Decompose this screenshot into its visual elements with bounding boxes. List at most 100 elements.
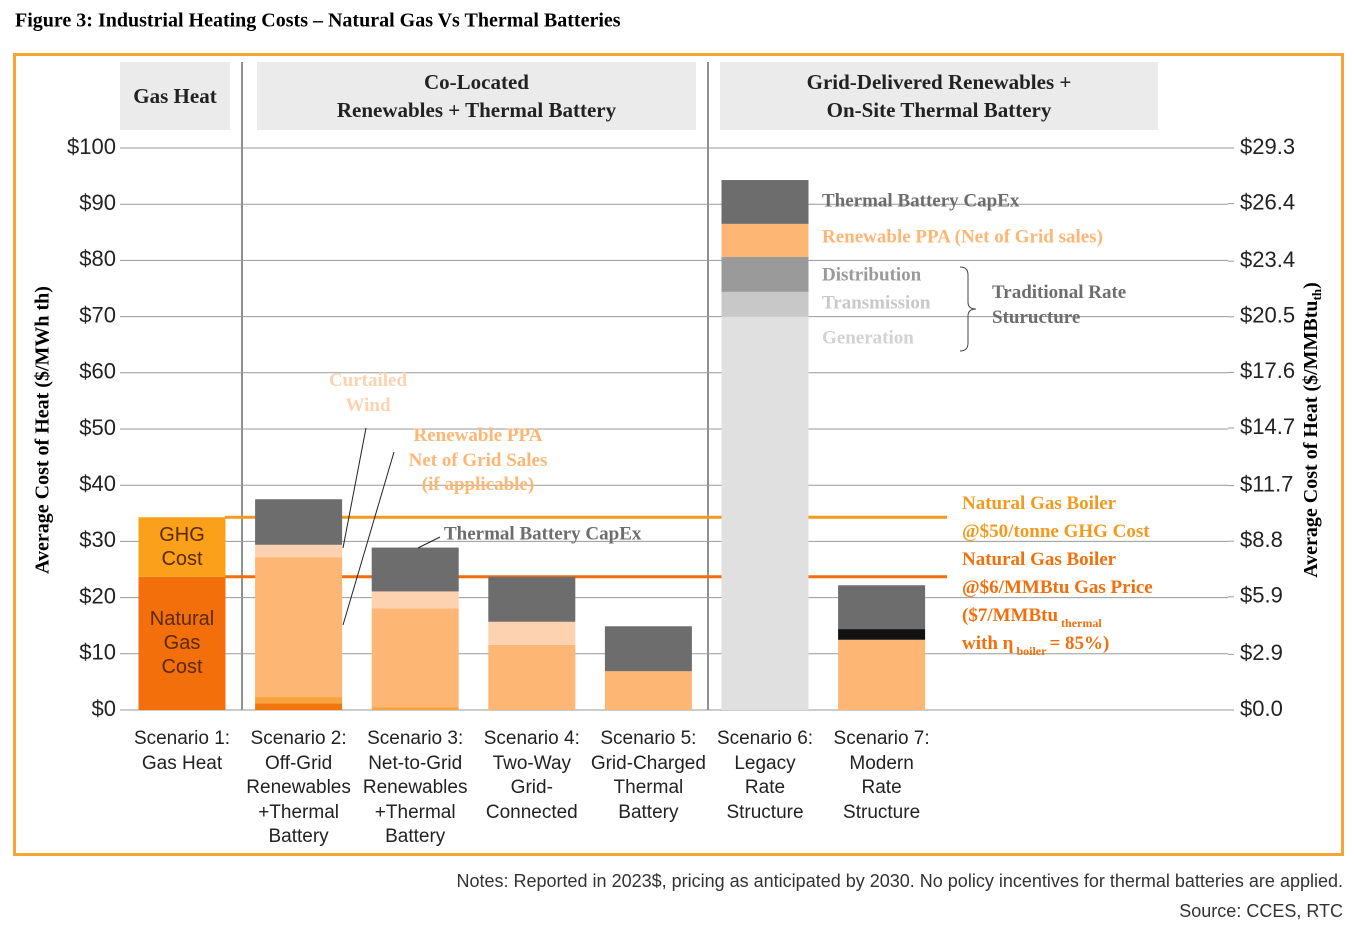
y-tick-label: $80 [79,246,116,271]
legend-label: Transmission [822,292,931,313]
reference-label-sub: boiler [1016,644,1047,658]
y2-tick-label: $23.4 [1240,247,1295,272]
figure-title: Figure 3: Industrial Heating Costs – Nat… [15,10,621,32]
bar-segment [838,629,926,640]
reference-label: ($7/MMBtu thermal [962,605,1102,629]
bar-segment [721,180,809,224]
reference-label-part: = 85%) [1049,633,1109,654]
brace [959,266,977,352]
section-header: Co-Located Renewables + Thermal Battery [336,70,617,122]
bar-segment [255,557,343,698]
reference-label-part: with η [962,633,1013,654]
y2-tick-label: $0.0 [1240,696,1283,721]
y2-tick-label: $2.9 [1240,640,1283,665]
bar-segment [371,591,459,609]
leader-line [342,451,395,626]
x-tick-label: Scenario 5: Grid-Charged Thermal Battery [590,728,706,823]
y-tick-label: $90 [79,190,116,215]
y-tick-label: $0 [92,696,116,721]
bar-segment [255,499,343,545]
leader-line [417,536,441,549]
reference-label: with η boiler = 85%) [962,633,1109,657]
reference-label-sub: thermal [1061,616,1102,630]
bar-segment [371,608,459,708]
reference-label: Natural Gas Boiler [962,493,1117,514]
y-tick-label: $50 [79,415,116,440]
y2-tick-label: $20.5 [1240,303,1295,328]
bar-segment [604,671,692,710]
x-tick-label: Scenario 1: Gas Heat [133,728,231,774]
y2-axis-title: Average Cost of Heat ($/MMBtuth) [1300,282,1324,578]
annotation: Traditional Rate Sturucture [992,282,1127,328]
y2-tick-label: $17.6 [1240,358,1295,383]
bar-segment [838,585,926,630]
x-tick-label: Scenario 3: Net-to-Grid Renewables +Ther… [362,728,468,847]
reference-label: Natural Gas Boiler [962,549,1117,570]
x-tick-label: Scenario 2: Off-Grid Renewables +Thermal… [246,728,351,847]
bar-segment [138,576,226,710]
y2-tick-label: $8.8 [1240,527,1283,552]
segment-label: GHG Cost [159,524,205,571]
legend-label: Thermal Battery CapEx [444,523,642,544]
legend-label: Curtailed Wind [328,370,408,416]
reference-label-part: @$50/tonne GHG Cost [962,521,1150,542]
legend-label: Thermal Battery CapEx [822,190,1020,211]
leader-line [342,427,367,549]
reference-label-part: @$6/MMBtu Gas Price [962,577,1153,598]
bar-segment [721,316,809,710]
y2-tick-label: $5.9 [1240,583,1283,608]
y2-tick-label: $14.7 [1240,414,1295,439]
y-tick-label: $40 [79,471,116,496]
y-tick-label: $70 [79,302,116,327]
notes: Notes: Reported in 2023$, pricing as ant… [456,871,1343,891]
y-tick-label: $30 [79,527,116,552]
reference-label: @$50/tonne GHG Cost [962,521,1150,542]
legend-label: Generation [822,327,914,348]
legend-label: Distribution [822,264,922,285]
reference-label-part: ($7/MMBtu [962,605,1058,626]
x-tick-label: Scenario 7: Modern Rate Structure [833,728,930,823]
y-axis-title: Average Cost of Heat ($/MWh th) [32,286,54,574]
y2-title-part: Average Cost of Heat ($/MMBtu [1300,300,1322,577]
y2-title-part: ) [1300,282,1322,289]
bar-segment [488,621,576,645]
bar-segment [721,291,809,317]
frame [13,53,1344,856]
y-tick-label: $100 [67,134,116,159]
bar-segment [371,707,459,710]
bar-segment [255,544,343,558]
y-tick-label: $20 [79,583,116,608]
bar-segment [255,703,343,710]
reference-label-part: Natural Gas Boiler [962,493,1117,514]
section-header: Grid-Delivered Renewables + On-Site Ther… [806,70,1072,122]
y2-tick-label: $29.3 [1240,134,1295,159]
x-tick-label: Scenario 6: Legacy Rate Structure [716,728,814,823]
section-box [720,62,1158,130]
y-tick-label: $10 [79,640,116,665]
bar-segment [604,626,692,672]
y-tick-label: $60 [79,359,116,384]
reference-label: @$6/MMBtu Gas Price [962,577,1153,598]
bar-segment [721,223,809,258]
bar-segment [371,547,459,592]
bar-segment [255,697,343,704]
bar-segment [138,517,226,577]
bar-segment [721,257,809,292]
section-box [257,62,696,130]
reference-label-part: Natural Gas Boiler [962,549,1117,570]
annotation: Renewable PPA Net of Grid Sales (if appl… [408,425,548,495]
section-header: Gas Heat [133,84,217,108]
bar-segment [488,576,576,622]
section-box [120,62,230,130]
segment-label: Natural Gas Cost [149,608,215,679]
legend-label: Renewable PPA (Net of Grid sales) [822,226,1103,247]
bar-segment [838,639,926,710]
y2-title-sub: th [1309,288,1324,300]
y2-tick-label: $11.7 [1240,471,1293,496]
source: Source: CCES, RTC [1179,901,1343,921]
y2-tick-label: $26.4 [1240,189,1295,214]
x-tick-label: Scenario 4: Two-Way Grid- Connected [483,728,580,823]
bar-segment [488,644,576,710]
